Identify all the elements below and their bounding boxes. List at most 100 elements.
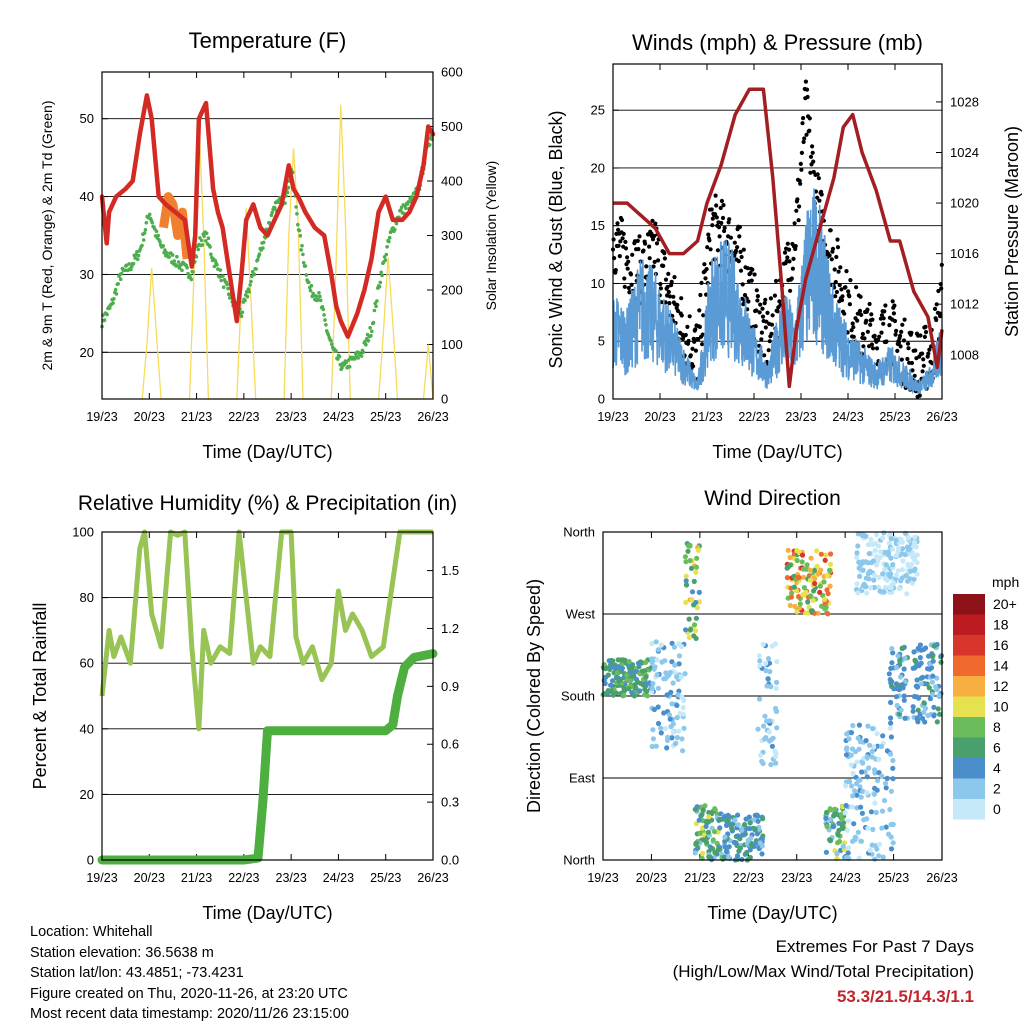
dewpoint-point [270,210,275,215]
gust-point [752,272,757,277]
wind-direction-point [843,783,849,789]
wind-direction-point [715,847,721,853]
dewpoint-point [299,248,304,252]
wind-direction-point [755,818,761,824]
wind-direction-point [931,643,937,649]
gust-point [769,322,775,327]
wind-direction-point [896,545,902,551]
wind-direction-point [666,712,673,718]
wind-direction-point [672,662,678,668]
gust-point [899,329,904,334]
gust-point [669,279,674,284]
gust-point [844,269,849,274]
dewpoint-point [399,208,403,212]
y-tick-label: North [563,525,595,540]
wind-direction-point [696,589,702,596]
x-tick-label: 26/23 [417,410,448,424]
wind-direction-point [922,719,928,725]
wind-direction-point [608,688,615,694]
dewpoint-point [385,245,389,249]
gust-point [748,270,753,276]
dewpoint-point [219,278,223,283]
gust-point [782,250,788,255]
station-info: Location: Whitehall Station elevation: 3… [30,922,349,1025]
gust-point [740,282,745,287]
wind-direction-point [785,564,791,570]
legend-swatch [953,799,985,820]
wind-direction-point [723,822,730,829]
wind-direction-point [849,746,856,752]
gust-point [702,262,707,267]
gust-point [658,281,663,287]
dewpoint-point [347,358,351,362]
wind-direction-point [911,649,917,655]
gust-point [735,245,740,250]
gust-point [865,329,871,334]
wind-direction-point [694,605,701,611]
gust-point [651,264,656,269]
extremes-values: 53.3/21.5/14.3/1.1 [836,987,974,1006]
wind-direction-point [681,725,687,731]
dewpoint-point [112,297,116,301]
gust-point [899,357,904,362]
dewpoint-point [347,365,352,369]
gust-point [687,314,692,319]
wind-direction-point [855,543,861,549]
wind-direction-point [614,670,621,676]
pressure-line [613,87,944,389]
dewpoint-point [158,239,162,244]
gust-point [839,287,844,292]
wind-direction-point [895,568,901,574]
wind-direction-point [800,592,806,598]
extremes-title: Extremes For Past 7 Days [775,937,974,956]
wind-direction-point [848,730,855,736]
gust-point [738,268,744,273]
gust-point [666,289,671,295]
dewpoint-point [215,263,219,267]
wind-direction-point [670,729,677,735]
wind-direction-point [784,575,791,581]
gust-point [728,235,734,240]
legend-swatch [953,635,985,656]
wind-direction-point [871,744,877,750]
wind-direction-point [850,838,856,844]
wind-direction-point [762,713,768,719]
wind-direction-point [817,583,823,589]
y-tick-label: 10 [591,276,605,291]
gust-point [895,348,900,353]
gust-point [693,327,698,332]
x-tick-label: 23/23 [276,410,307,424]
wind-direction-point [652,664,658,670]
gust-point [740,296,745,301]
wind-direction-point [787,554,793,561]
wind-direction-point [683,578,689,584]
wind-direction-point [769,743,776,749]
wind-direction-point [655,720,662,727]
dewpoint-point [369,334,373,338]
dewpoint-point [366,339,371,343]
wind-direction-point [930,658,936,664]
wind-direction-point [748,842,755,848]
wind-direction-point [757,658,763,664]
wind-direction-point [773,753,779,760]
dewpoint-point [176,260,181,264]
wind-direction-point [865,542,871,548]
wind-direction-point [898,707,904,713]
gust-point [772,293,778,298]
x-axis-label: Time (Day/UTC) [707,903,837,923]
gust-point [691,364,696,369]
gust-point [650,218,655,223]
panel-title: Relative Humidity (%) & Precipitation (i… [78,492,457,515]
panel-title: Wind Direction [704,487,841,510]
wind-direction-point [734,853,741,859]
wind-direction-point [905,535,912,541]
x-tick-label: 24/23 [323,871,354,885]
gust-point [732,240,737,245]
wind-direction-point [754,831,761,837]
y-tick-label: 5 [598,334,605,349]
wind-direction-point [880,571,886,577]
x-tick-label: 23/23 [781,871,812,885]
wind-direction-point [671,644,678,650]
dewpoint-point [323,318,327,322]
wind-direction-point [694,804,700,810]
